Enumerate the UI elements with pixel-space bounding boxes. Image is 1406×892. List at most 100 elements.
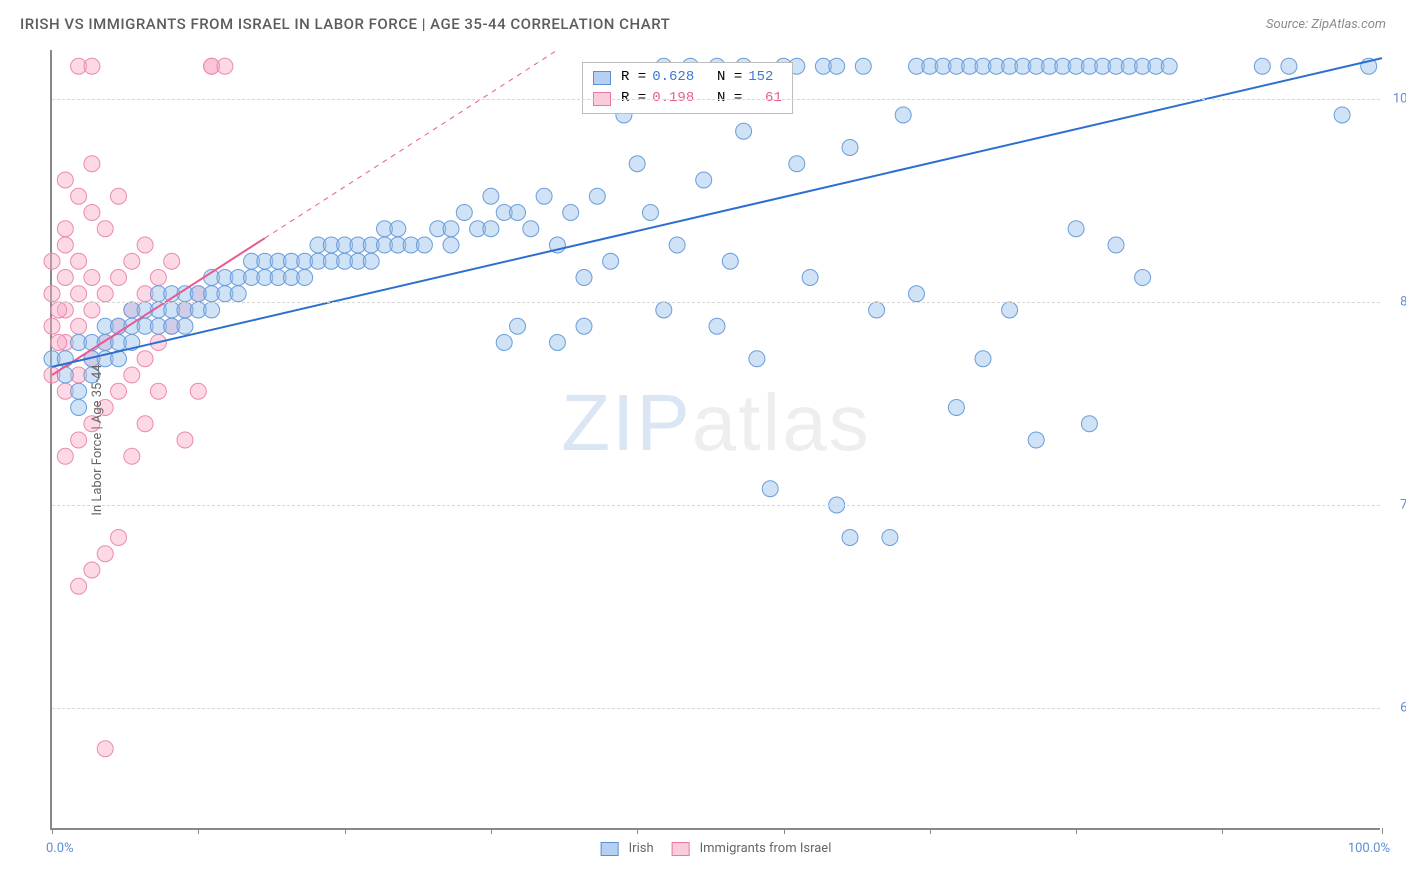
x-tick-label: 0.0% (46, 841, 74, 856)
data-point (1081, 416, 1097, 432)
data-point (603, 253, 619, 269)
data-point (111, 530, 127, 546)
data-point (164, 253, 180, 269)
data-point (84, 562, 100, 578)
data-point (177, 318, 193, 334)
correlation-legend: R = 0.628 N = 152 R = 0.198 N = 61 (582, 62, 793, 114)
data-point (84, 205, 100, 221)
data-point (57, 448, 73, 464)
data-point (948, 400, 964, 416)
data-point (57, 270, 73, 286)
data-point (51, 302, 67, 318)
data-point (523, 221, 539, 237)
data-point (150, 383, 166, 399)
data-point (97, 741, 113, 757)
x-tick (1382, 828, 1383, 834)
gridline (52, 505, 1380, 506)
data-point (1334, 107, 1350, 123)
data-point (111, 383, 127, 399)
data-point (1108, 237, 1124, 253)
gridline (52, 99, 1380, 100)
data-point (57, 221, 73, 237)
data-point (124, 253, 140, 269)
data-point (1028, 432, 1044, 448)
data-point (150, 270, 166, 286)
data-point (975, 351, 991, 367)
data-point (363, 253, 379, 269)
y-tick-label: 87.5% (1400, 294, 1406, 309)
data-point (217, 58, 233, 74)
data-point (111, 270, 127, 286)
data-point (124, 367, 140, 383)
data-point (576, 270, 592, 286)
y-tick-label: 100.0% (1393, 91, 1406, 106)
data-point (895, 107, 911, 123)
data-point (416, 237, 432, 253)
x-tick (52, 828, 53, 834)
plot-region: ZIPatlas R = 0.628 N = 152 R = 0.198 N =… (50, 50, 1380, 830)
data-point (71, 383, 87, 399)
y-tick-label: 75.0% (1400, 498, 1406, 513)
data-point (709, 318, 725, 334)
data-point (1135, 270, 1151, 286)
x-tick (491, 828, 492, 834)
x-tick-label: 100.0% (1348, 841, 1390, 856)
data-point (855, 58, 871, 74)
x-tick (1076, 828, 1077, 834)
gridline (52, 708, 1380, 709)
legend-item-israel: Immigrants from Israel (672, 841, 832, 856)
data-point (483, 188, 499, 204)
data-point (44, 286, 60, 302)
data-point (842, 140, 858, 156)
data-point (71, 188, 87, 204)
data-point (51, 335, 67, 351)
data-point (1068, 221, 1084, 237)
data-point (483, 221, 499, 237)
swatch-icon (593, 71, 611, 85)
data-point (230, 286, 246, 302)
data-point (1161, 58, 1177, 74)
data-point (589, 188, 605, 204)
data-point (124, 448, 140, 464)
x-tick (1222, 828, 1223, 834)
data-point (909, 286, 925, 302)
data-point (643, 205, 659, 221)
data-point (443, 221, 459, 237)
data-point (1281, 58, 1297, 74)
data-point (390, 221, 406, 237)
data-point (84, 156, 100, 172)
data-point (97, 221, 113, 237)
data-point (802, 270, 818, 286)
data-point (869, 302, 885, 318)
data-point (536, 188, 552, 204)
data-point (177, 432, 193, 448)
data-point (137, 416, 153, 432)
data-point (204, 302, 220, 318)
n-value-irish: 152 (748, 67, 773, 88)
data-point (656, 302, 672, 318)
data-point (443, 237, 459, 253)
data-point (97, 546, 113, 562)
data-point (563, 205, 579, 221)
data-point (789, 156, 805, 172)
series-legend: Irish Immigrants from Israel (601, 841, 832, 856)
data-point (57, 237, 73, 253)
gridline (52, 302, 1380, 303)
x-tick (198, 828, 199, 834)
data-point (510, 205, 526, 221)
data-point (510, 318, 526, 334)
source-label: Source: ZipAtlas.com (1266, 17, 1386, 32)
data-point (71, 578, 87, 594)
data-point (549, 335, 565, 351)
data-point (190, 383, 206, 399)
data-point (1254, 58, 1270, 74)
data-point (829, 58, 845, 74)
data-point (1002, 302, 1018, 318)
data-point (722, 253, 738, 269)
data-point (71, 432, 87, 448)
data-point (762, 481, 778, 497)
data-point (84, 302, 100, 318)
data-point (696, 172, 712, 188)
r-value-irish: 0.628 (652, 67, 694, 88)
y-axis-label: In Labor Force | Age 35-44 (90, 364, 105, 515)
